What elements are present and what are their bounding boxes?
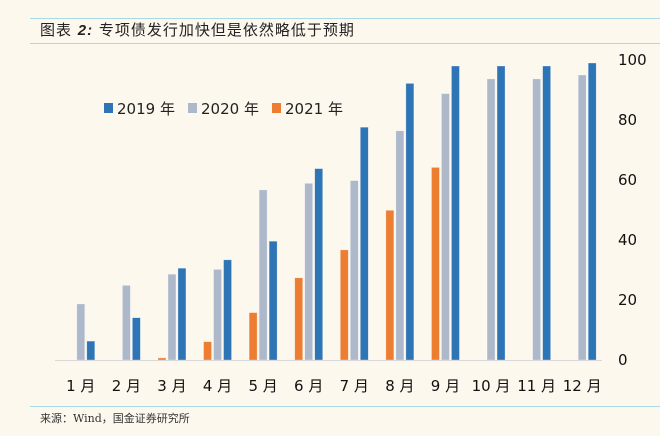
bar-2019-6 (314, 168, 324, 361)
x-tick-label: 3 月 (157, 377, 186, 395)
bar-2019-10 (496, 65, 506, 361)
y-tick-label: 100 (618, 51, 647, 69)
y-tick-label: 80 (618, 111, 637, 129)
legend-swatch (272, 103, 281, 113)
bars-layer (76, 62, 597, 361)
bar-2020-5 (258, 189, 268, 361)
y-tick-label: 0 (618, 351, 628, 369)
bar-2020-10 (486, 78, 496, 361)
bar-2020-1 (76, 303, 86, 361)
bar-2019-11 (542, 65, 551, 361)
x-tick-label: 9 月 (431, 377, 460, 395)
bar-2021-4 (203, 341, 212, 361)
bar-2020-8 (395, 130, 405, 361)
y-axis: 0 20 40 60 80 100 (618, 51, 647, 369)
bar-2019-5 (268, 240, 278, 361)
y-tick-label: 60 (618, 171, 637, 189)
x-tick-label: 12 月 (563, 377, 602, 395)
figure-title-text: 专项债发行加快但是依然略低于预期 (93, 21, 355, 39)
x-tick-label: 10 月 (472, 377, 511, 395)
figure-title: 图表 2: 专项债发行加快但是依然略低于预期 (40, 19, 355, 40)
bar-2020-3 (167, 273, 177, 361)
x-tick-label: 2 月 (112, 377, 141, 395)
x-tick-label: 1 月 (66, 377, 95, 395)
bar-2020-9 (441, 93, 450, 361)
title-top-rule (30, 18, 660, 19)
bar-2019-1 (86, 340, 96, 361)
bar-2020-2 (122, 284, 131, 361)
title-bottom-rule (30, 43, 660, 44)
y-tick-label: 20 (618, 291, 637, 309)
bar-2020-7 (349, 180, 359, 361)
bar-2021-6 (294, 277, 304, 361)
legend-label: 2021 年 (285, 100, 343, 118)
y-tick-label: 40 (618, 231, 637, 249)
bar-2019-8 (405, 83, 415, 361)
bar-2019-7 (359, 126, 369, 361)
bar-2020-4 (213, 269, 222, 361)
bar-2021-8 (385, 210, 395, 361)
bar-2019-9 (451, 65, 460, 361)
bar-2021-7 (339, 249, 349, 361)
figure-number: 2: (77, 22, 94, 39)
figure-label: 图表 (40, 21, 78, 39)
bar-2020-6 (304, 183, 314, 361)
legend-swatch (104, 103, 113, 113)
bar-2021-5 (248, 312, 258, 361)
x-tick-label: 8 月 (385, 377, 414, 395)
x-tick-label: 6 月 (294, 377, 323, 395)
bar-2019-2 (132, 317, 141, 361)
source-rule (30, 406, 660, 407)
x-tick-label: 5 月 (248, 377, 277, 395)
legend: 2019 年 2020 年 2021 年 (104, 100, 343, 118)
bar-2019-3 (177, 267, 187, 361)
x-tick-label: 4 月 (203, 377, 232, 395)
legend-swatch (188, 103, 197, 113)
x-tick-label: 7 月 (340, 377, 369, 395)
x-tick-label: 11 月 (517, 377, 556, 395)
bar-2019-12 (587, 62, 597, 361)
bar-2019-4 (223, 259, 232, 361)
bar-2020-12 (577, 74, 587, 361)
legend-label: 2019 年 (117, 100, 175, 118)
x-axis: 1 月 2 月 3 月 4 月 5 月 6 月 7 月 8 月 9 月 10 月 11 月 12 月 (66, 377, 602, 395)
bar-2020-11 (532, 78, 541, 361)
legend-label: 2020 年 (201, 100, 259, 118)
bar-2021-9 (431, 167, 440, 361)
bar-2021-3 (157, 357, 167, 361)
source-note: 来源：Wind，国金证券研究所 (40, 412, 190, 425)
